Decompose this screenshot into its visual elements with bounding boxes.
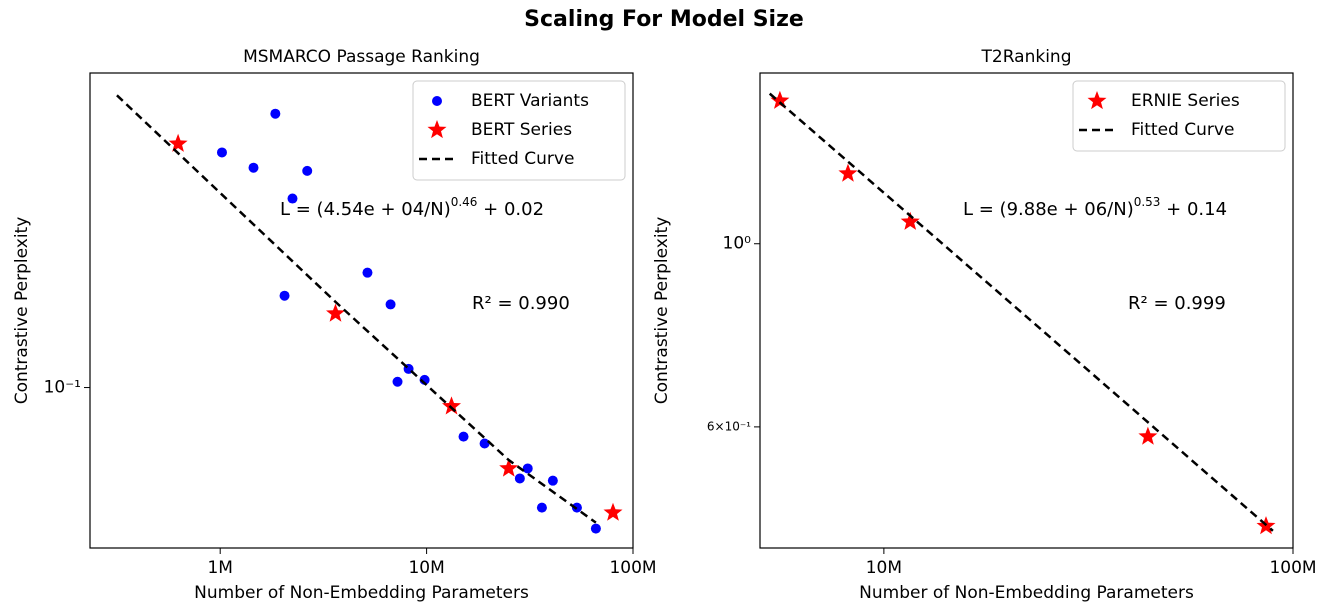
annotation-exponent: 0.53 bbox=[1134, 195, 1161, 209]
annotation: R² = 0.999 bbox=[1128, 293, 1226, 314]
annotation-text: L = (4.54e + 04/N) bbox=[280, 199, 451, 220]
axes-frame bbox=[759, 72, 1294, 549]
annotation-tail: + 0.14 bbox=[1160, 199, 1227, 220]
point bbox=[248, 162, 259, 173]
x-axis-label: Number of Non-Embedding Parameters bbox=[194, 583, 529, 603]
annotation: L = (9.88e + 06/N)0.53 + 0.14 bbox=[963, 195, 1227, 221]
legend-box bbox=[1072, 80, 1286, 152]
annotation-text: R² = 0.990 bbox=[472, 293, 570, 314]
point bbox=[270, 108, 281, 119]
star-point bbox=[499, 458, 519, 477]
annotation-text: R² = 0.999 bbox=[1128, 293, 1226, 314]
point bbox=[590, 523, 601, 534]
legend-swatch bbox=[1087, 91, 1107, 110]
legend-swatch bbox=[427, 120, 447, 139]
x-tick-label: 100M bbox=[1269, 558, 1316, 578]
x-tick-label: 100M bbox=[609, 558, 656, 578]
figure-title: Scaling For Model Size bbox=[524, 7, 804, 32]
point bbox=[458, 431, 469, 442]
point bbox=[479, 438, 490, 449]
point bbox=[536, 502, 547, 513]
x-tick-label: 1M bbox=[207, 558, 232, 578]
y-tick-label: 10⁰ bbox=[723, 234, 752, 254]
x-tick-label: 10M bbox=[866, 558, 902, 578]
subplot-title: T2Ranking bbox=[981, 47, 1072, 67]
legend-label: Fitted Curve bbox=[1131, 120, 1234, 140]
point bbox=[287, 193, 298, 204]
y-axis-label: Contrastive Perplexity bbox=[652, 217, 672, 405]
x-tick-label: 10M bbox=[408, 558, 444, 578]
x-axis-label: Number of Non-Embedding Parameters bbox=[859, 583, 1194, 603]
point bbox=[547, 475, 558, 486]
point bbox=[522, 463, 533, 474]
star-point bbox=[168, 133, 188, 152]
annotation-tail: + 0.02 bbox=[477, 199, 544, 220]
y-tick-label: 10⁻¹ bbox=[44, 378, 81, 398]
star-point bbox=[838, 163, 858, 182]
point bbox=[279, 290, 290, 301]
annotation-text: L = (9.88e + 06/N) bbox=[963, 199, 1134, 220]
point bbox=[302, 165, 313, 176]
legend-box bbox=[412, 80, 626, 181]
point bbox=[362, 267, 373, 278]
point bbox=[216, 147, 227, 158]
legend-swatch bbox=[432, 96, 442, 106]
fitted-curve bbox=[768, 92, 1274, 532]
y-tick-label: 6×10⁻¹ bbox=[707, 419, 751, 433]
point bbox=[385, 299, 396, 310]
annotation: R² = 0.990 bbox=[472, 293, 570, 314]
subplot-title: MSMARCO Passage Ranking bbox=[243, 47, 480, 67]
star-point bbox=[770, 90, 790, 109]
point bbox=[392, 376, 403, 387]
star-point bbox=[1138, 426, 1158, 445]
point bbox=[514, 473, 525, 484]
star-point bbox=[442, 396, 461, 415]
axes-frame bbox=[89, 72, 634, 549]
star-point bbox=[900, 211, 920, 230]
legend-label: ERNIE Series bbox=[1131, 91, 1240, 111]
legend-label: BERT Series bbox=[471, 120, 572, 140]
legend-label: Fitted Curve bbox=[471, 149, 574, 169]
fitted-curve bbox=[116, 94, 597, 524]
y-axis-label: Contrastive Perplexity bbox=[12, 217, 32, 405]
star-point bbox=[603, 502, 623, 521]
star-point bbox=[326, 303, 345, 322]
annotation-exponent: 0.46 bbox=[451, 195, 478, 209]
legend-label: BERT Variants bbox=[471, 91, 589, 111]
annotation: L = (4.54e + 04/N)0.46 + 0.02 bbox=[280, 195, 544, 221]
